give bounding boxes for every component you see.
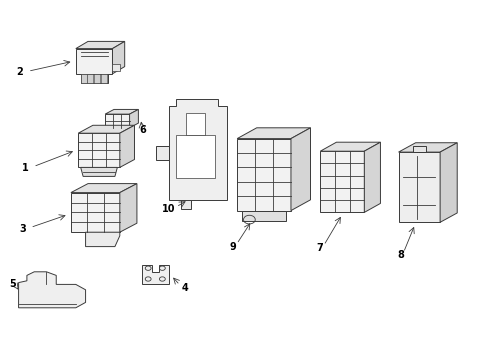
Polygon shape bbox=[78, 133, 120, 167]
Polygon shape bbox=[94, 74, 100, 83]
Polygon shape bbox=[398, 152, 439, 222]
Text: 9: 9 bbox=[229, 242, 236, 252]
Polygon shape bbox=[398, 143, 456, 152]
Polygon shape bbox=[120, 184, 137, 232]
Text: 4: 4 bbox=[181, 283, 188, 293]
Polygon shape bbox=[81, 74, 107, 83]
Polygon shape bbox=[81, 167, 117, 176]
Polygon shape bbox=[156, 146, 168, 160]
Polygon shape bbox=[439, 143, 456, 222]
Polygon shape bbox=[105, 114, 129, 128]
Polygon shape bbox=[242, 211, 285, 221]
Text: 10: 10 bbox=[162, 204, 176, 214]
Text: 6: 6 bbox=[139, 125, 145, 135]
Polygon shape bbox=[237, 139, 290, 211]
Polygon shape bbox=[71, 184, 137, 193]
Polygon shape bbox=[237, 128, 310, 139]
Polygon shape bbox=[101, 74, 106, 83]
Polygon shape bbox=[129, 109, 138, 128]
Polygon shape bbox=[181, 200, 190, 209]
Polygon shape bbox=[76, 49, 112, 74]
Polygon shape bbox=[364, 142, 380, 212]
Polygon shape bbox=[81, 74, 86, 83]
Text: 2: 2 bbox=[16, 67, 23, 77]
Polygon shape bbox=[176, 135, 215, 178]
Text: 5: 5 bbox=[9, 279, 16, 289]
Polygon shape bbox=[120, 125, 134, 167]
Polygon shape bbox=[19, 272, 85, 308]
Text: 1: 1 bbox=[22, 163, 29, 173]
Polygon shape bbox=[142, 265, 168, 284]
Polygon shape bbox=[168, 99, 227, 200]
Polygon shape bbox=[290, 128, 310, 211]
Polygon shape bbox=[85, 232, 120, 247]
Text: 7: 7 bbox=[316, 243, 323, 253]
Polygon shape bbox=[412, 146, 425, 152]
Polygon shape bbox=[112, 41, 124, 74]
Polygon shape bbox=[71, 193, 120, 232]
Polygon shape bbox=[76, 41, 124, 49]
Polygon shape bbox=[105, 109, 138, 114]
Polygon shape bbox=[320, 142, 380, 151]
Text: 8: 8 bbox=[397, 251, 404, 261]
Polygon shape bbox=[185, 113, 205, 135]
Polygon shape bbox=[87, 74, 93, 83]
Polygon shape bbox=[78, 125, 134, 133]
Polygon shape bbox=[320, 151, 364, 212]
Text: 3: 3 bbox=[19, 224, 26, 234]
Polygon shape bbox=[112, 64, 120, 71]
